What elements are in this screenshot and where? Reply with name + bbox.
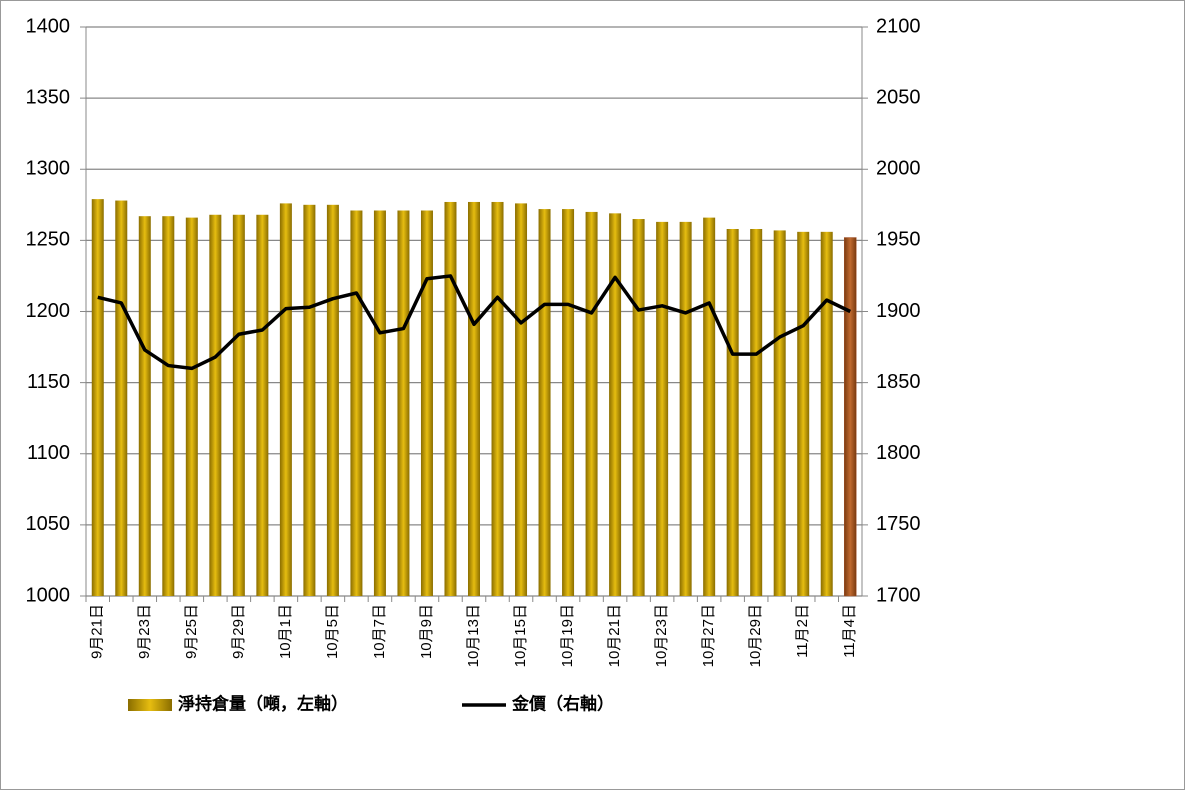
bar xyxy=(703,217,716,597)
y2-tick-label: 1800 xyxy=(876,442,921,464)
bar xyxy=(115,200,128,597)
legend-swatch xyxy=(128,699,172,711)
bar xyxy=(232,214,245,596)
bar xyxy=(538,209,551,596)
bar xyxy=(726,228,739,596)
y-tick-label: 1050 xyxy=(26,513,71,535)
x-tick-label: 10月15日 xyxy=(512,604,529,667)
y-tick-label: 1350 xyxy=(26,86,71,108)
x-tick-label: 10月13日 xyxy=(465,604,482,667)
bar xyxy=(256,214,269,596)
y2-tick-label: 2050 xyxy=(876,86,921,108)
bar xyxy=(468,201,480,596)
y2-tick-label: 1700 xyxy=(876,584,921,606)
x-tick-label: 11月4日 xyxy=(841,604,858,658)
bar xyxy=(632,219,645,596)
x-tick-label: 10月9日 xyxy=(418,604,435,659)
x-tick-label: 10月29日 xyxy=(747,604,764,667)
x-tick-label: 10月19日 xyxy=(559,604,576,667)
bar xyxy=(491,201,504,596)
bar xyxy=(773,230,786,597)
y-tick-label: 1200 xyxy=(26,300,71,322)
bar xyxy=(185,217,198,597)
x-tick-label: 9月25日 xyxy=(183,604,200,659)
bar xyxy=(679,221,692,596)
bar xyxy=(562,209,575,596)
bar xyxy=(91,199,104,596)
bar xyxy=(420,210,433,596)
y2-tick-label: 1900 xyxy=(876,300,921,322)
y2-tick-label: 2000 xyxy=(876,158,921,180)
bar xyxy=(303,204,316,596)
x-tick-label: 10月7日 xyxy=(371,604,388,659)
bar xyxy=(515,203,528,596)
bar xyxy=(373,210,386,596)
x-tick-label: 9月23日 xyxy=(136,604,153,659)
bar xyxy=(797,231,810,596)
bar xyxy=(162,216,175,596)
y2-tick-label: 2100 xyxy=(876,15,921,37)
legend-label: 淨持倉量（噸，左軸） xyxy=(178,693,348,713)
x-tick-label: 10月27日 xyxy=(700,604,717,667)
bar xyxy=(138,216,151,596)
bar xyxy=(820,231,833,596)
bar xyxy=(397,210,410,596)
bar xyxy=(750,228,763,596)
bar xyxy=(843,237,857,597)
x-tick-label: 9月21日 xyxy=(89,604,106,659)
y-tick-label: 1300 xyxy=(26,158,71,180)
y-tick-label: 1250 xyxy=(26,229,71,251)
x-tick-label: 10月23日 xyxy=(653,604,670,667)
bar xyxy=(209,214,222,596)
x-tick-label: 10月1日 xyxy=(277,604,294,659)
y2-tick-label: 1950 xyxy=(876,229,921,251)
x-tick-label: 10月21日 xyxy=(606,604,623,667)
y-tick-label: 1000 xyxy=(26,584,71,606)
legend-label: 金價（右軸） xyxy=(511,693,614,713)
y-tick-label: 1150 xyxy=(27,371,70,393)
bar xyxy=(444,201,457,596)
y2-tick-label: 1750 xyxy=(876,513,921,535)
bar xyxy=(350,210,363,596)
x-tick-label: 9月29日 xyxy=(230,604,247,659)
x-tick-label: 10月5日 xyxy=(324,604,341,659)
y-tick-label: 1100 xyxy=(27,442,70,464)
bar xyxy=(326,204,339,596)
bar xyxy=(279,203,292,596)
x-tick-label: 11月2日 xyxy=(794,604,811,658)
line xyxy=(97,274,852,371)
bar xyxy=(585,211,598,597)
bar xyxy=(656,221,669,596)
y2-tick-label: 1850 xyxy=(876,371,921,393)
bar xyxy=(609,213,622,596)
y-tick-label: 1400 xyxy=(26,15,71,37)
